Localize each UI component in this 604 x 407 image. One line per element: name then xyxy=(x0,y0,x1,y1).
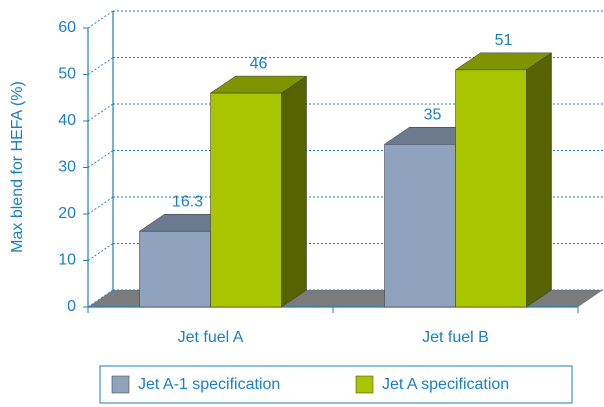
y-tick-label: 20 xyxy=(58,205,76,222)
y-tick-label: 60 xyxy=(58,19,76,36)
grid-line xyxy=(87,243,114,261)
grid-line xyxy=(87,57,114,75)
x-tick-label: Jet fuel A xyxy=(178,329,244,346)
bar xyxy=(384,144,456,308)
y-tick-label: 0 xyxy=(67,298,76,315)
y-tick-label: 30 xyxy=(58,159,76,176)
y-tick-label: 10 xyxy=(58,252,76,269)
bar xyxy=(455,69,527,308)
legend-label: Jet A-1 specification xyxy=(138,376,280,393)
bar-side xyxy=(526,52,552,308)
bar xyxy=(139,230,211,308)
grid-line xyxy=(87,150,114,168)
y-axis-label: Max blend for HEFA (%) xyxy=(9,81,26,253)
x-tick-label: Jet fuel B xyxy=(422,329,489,346)
bar-side xyxy=(281,75,307,308)
grid-line xyxy=(87,196,114,215)
y-tick-label: 40 xyxy=(58,112,76,129)
grid-line xyxy=(87,10,114,29)
legend-label: Jet A specification xyxy=(382,376,509,393)
data-label: 16.3 xyxy=(172,193,203,210)
bar xyxy=(210,92,282,308)
grid-line xyxy=(87,103,114,122)
legend-box xyxy=(99,365,573,404)
grid-line xyxy=(87,289,114,308)
legend-swatch xyxy=(111,375,130,394)
data-label: 51 xyxy=(495,32,513,49)
y-tick-label: 50 xyxy=(58,66,76,83)
legend-swatch xyxy=(355,375,374,394)
data-label: 46 xyxy=(250,55,268,72)
data-label: 35 xyxy=(424,106,442,123)
